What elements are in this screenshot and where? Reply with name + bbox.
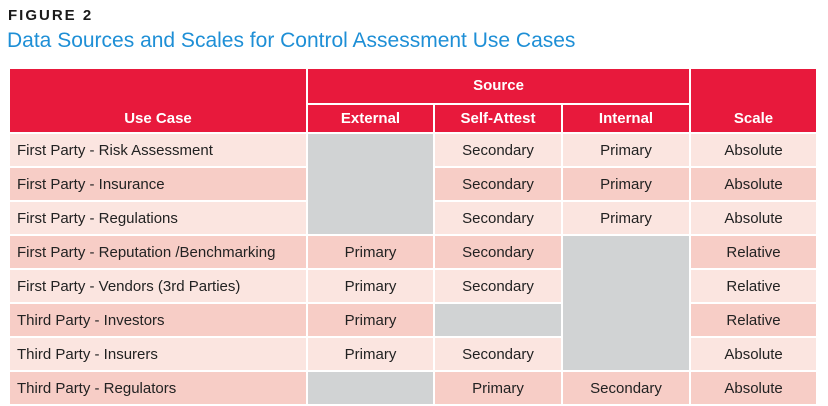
header-scale: Scale xyxy=(689,67,819,134)
scale-cell: Relative xyxy=(689,302,819,338)
external-cell xyxy=(306,201,435,236)
figure-title: Data Sources and Scales for Control Asse… xyxy=(7,29,576,52)
external-cell: Primary xyxy=(306,302,435,338)
use-case-cell: Third Party - Insurers xyxy=(8,336,308,372)
table-row: First Party - Vendors (3rd Parties) Prim… xyxy=(8,268,819,304)
use-case-table: Use Case Source Scale External Self-Atte… xyxy=(8,67,819,406)
external-cell xyxy=(306,370,435,406)
table-row: Third Party - Insurers Primary Secondary… xyxy=(8,336,819,372)
scale-cell: Absolute xyxy=(689,336,819,372)
self-attest-cell: Primary xyxy=(433,370,563,406)
scale-cell: Absolute xyxy=(689,166,819,202)
header-self-attest: Self-Attest xyxy=(433,102,563,135)
figure-label: FIGURE 2 xyxy=(8,7,94,24)
internal-cell: Primary xyxy=(560,166,692,202)
external-cell: Primary xyxy=(306,268,435,304)
use-case-cell: Third Party - Regulators xyxy=(8,370,308,406)
table-row: Third Party - Investors Primary Relative xyxy=(8,302,819,338)
self-attest-cell: Secondary xyxy=(433,166,563,202)
internal-cell: Secondary xyxy=(560,370,692,406)
table-row: First Party - Risk Assessment Secondary … xyxy=(8,132,819,168)
use-case-cell: Third Party - Investors xyxy=(8,302,308,338)
external-cell xyxy=(306,167,435,201)
header-row-top: Use Case Source Scale xyxy=(8,67,819,134)
external-cell: Primary xyxy=(306,336,435,372)
internal-cell xyxy=(560,337,692,372)
use-case-cell: First Party - Insurance xyxy=(8,166,308,202)
internal-cell xyxy=(560,303,692,337)
scale-cell: Absolute xyxy=(689,132,819,168)
self-attest-cell: Secondary xyxy=(433,132,563,168)
internal-cell xyxy=(560,234,692,269)
internal-cell: Primary xyxy=(560,200,692,236)
use-case-cell: First Party - Reputation /Benchmarking xyxy=(8,234,308,270)
header-internal: Internal xyxy=(560,102,692,135)
header-row-sub: External Self-Attest Internal xyxy=(9,102,817,135)
external-cell: Primary xyxy=(306,234,435,270)
scale-cell: Absolute xyxy=(689,370,819,406)
scale-cell: Relative xyxy=(689,234,819,270)
table-row: First Party - Reputation /Benchmarking P… xyxy=(8,234,819,270)
self-attest-cell xyxy=(433,302,563,338)
table-row: First Party - Insurance Secondary Primar… xyxy=(8,166,819,202)
use-case-cell: First Party - Risk Assessment xyxy=(8,132,308,168)
external-cell xyxy=(306,132,435,167)
scale-cell: Absolute xyxy=(689,200,819,236)
scale-cell: Relative xyxy=(689,268,819,304)
header-use-case: Use Case xyxy=(8,67,308,134)
self-attest-cell: Secondary xyxy=(433,234,563,270)
header-source: Source xyxy=(305,67,692,105)
self-attest-cell: Secondary xyxy=(433,268,563,304)
self-attest-cell: Secondary xyxy=(433,336,563,372)
internal-cell: Primary xyxy=(560,132,692,168)
table-row: First Party - Regulations Secondary Prim… xyxy=(8,200,819,236)
header-external: External xyxy=(306,102,435,135)
self-attest-cell: Secondary xyxy=(433,200,563,236)
use-case-cell: First Party - Regulations xyxy=(8,200,308,236)
use-case-cell: First Party - Vendors (3rd Parties) xyxy=(8,268,308,304)
table-row: Third Party - Regulators Primary Seconda… xyxy=(8,370,819,406)
internal-cell xyxy=(560,269,692,303)
